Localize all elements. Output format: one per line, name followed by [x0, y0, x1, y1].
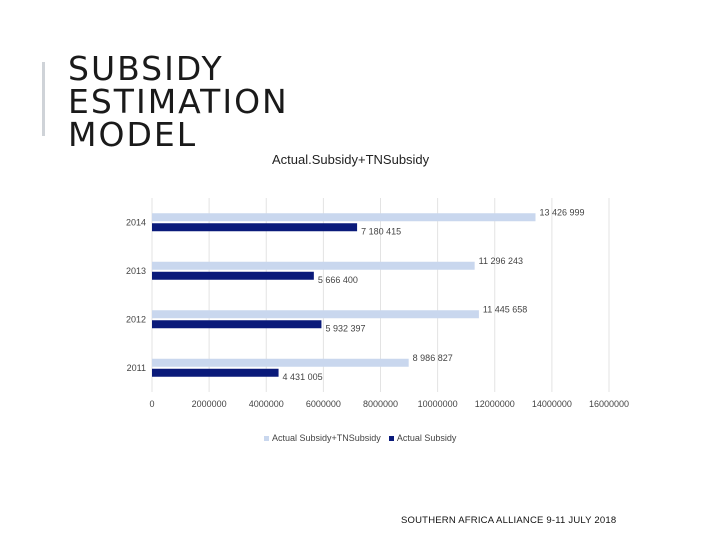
- slide-title-line: ESTIMATION: [68, 82, 289, 121]
- x-tick-label: 12000000: [475, 399, 515, 409]
- x-tick-label: 8000000: [363, 399, 398, 409]
- category-label: 2014: [126, 217, 146, 227]
- legend-item: Actual Subsidy: [388, 433, 457, 443]
- bar: [152, 223, 358, 232]
- category-label: 2013: [126, 266, 146, 276]
- x-tick-label: 4000000: [249, 399, 284, 409]
- footer-text: SOUTHERN AFRICA ALLIANCE 9-11 JULY 2018: [401, 515, 617, 526]
- data-label: 5 932 397: [325, 323, 365, 333]
- category-label: 2012: [126, 314, 146, 324]
- accent-bar: [42, 62, 45, 136]
- bar: [152, 320, 322, 329]
- legend-item: Actual Subsidy+TNSubsidy: [264, 433, 381, 443]
- x-tick-label: 6000000: [306, 399, 341, 409]
- data-label: 4 431 005: [283, 372, 323, 382]
- data-label: 7 180 415: [361, 226, 401, 236]
- x-tick-label: 16000000: [589, 399, 629, 409]
- data-label: 5 666 400: [318, 275, 358, 285]
- slide-title-line: SUBSIDY: [68, 49, 224, 88]
- x-tick-label: 14000000: [532, 399, 572, 409]
- bar: [152, 271, 314, 280]
- legend-label: Actual Subsidy: [396, 433, 457, 443]
- bar: [152, 358, 409, 367]
- legend-swatch: [388, 435, 394, 441]
- bar: [152, 261, 475, 270]
- chart-legend: Actual Subsidy+TNSubsidy Actual Subsidy: [264, 433, 464, 443]
- bar: [152, 368, 279, 377]
- data-label: 13 426 999: [540, 207, 585, 217]
- x-tick-label: 2000000: [192, 399, 227, 409]
- x-tick-label: 10000000: [418, 399, 458, 409]
- legend-swatch: [264, 435, 269, 441]
- legend-label: Actual Subsidy+TNSubsidy: [272, 433, 381, 443]
- slide-title: SUBSIDY ESTIMATION MODEL: [68, 52, 289, 151]
- data-label: 11 296 243: [479, 256, 523, 266]
- data-label: 11 445 658: [483, 304, 527, 314]
- category-label: 2011: [127, 363, 146, 373]
- slide-title-line: MODEL: [68, 115, 198, 154]
- x-tick-label: 0: [149, 399, 154, 409]
- chart-title: Actual.Subsidy+TNSubsidy: [272, 152, 430, 167]
- bar: [152, 310, 479, 319]
- data-label: 8 986 827: [413, 353, 453, 363]
- bar: [152, 213, 536, 222]
